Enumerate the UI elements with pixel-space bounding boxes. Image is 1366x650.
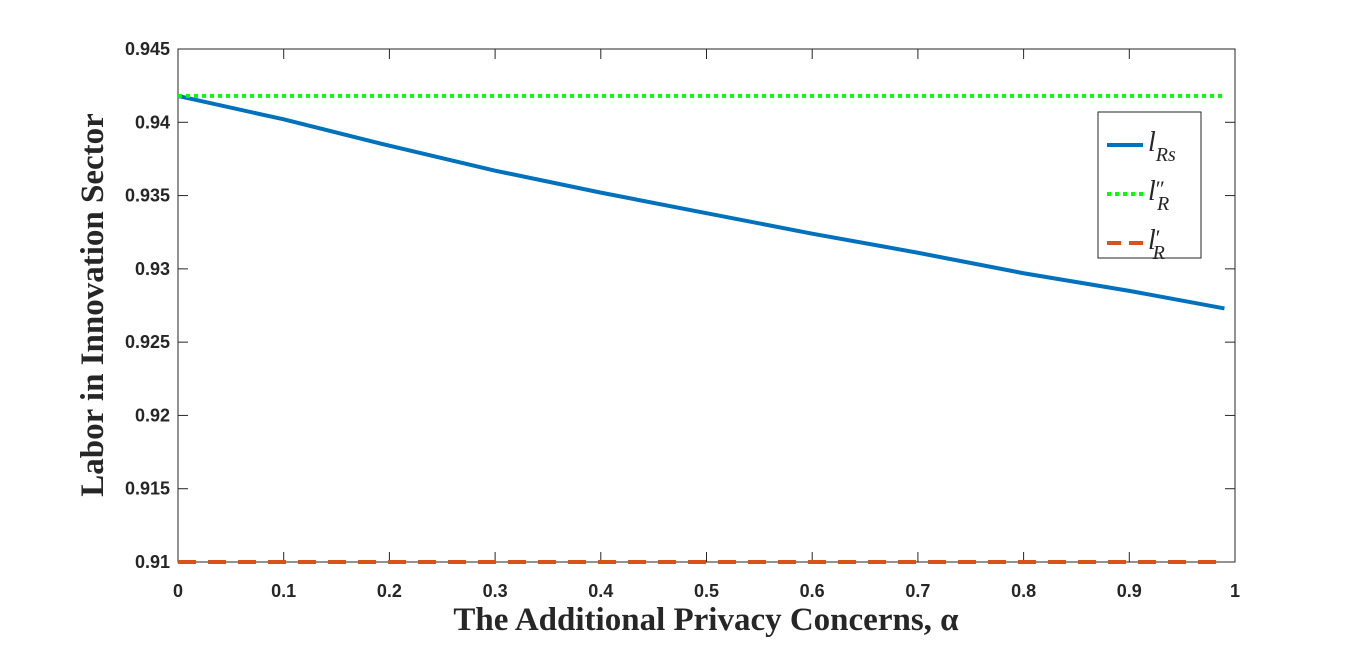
y-tick-label: 0.93	[135, 259, 170, 279]
y-tick-label: 0.94	[135, 112, 170, 132]
y-tick-label: 0.915	[125, 479, 170, 499]
legend-label: l″ R	[1148, 176, 1169, 215]
x-tick-label: 0.6	[800, 581, 825, 601]
legend-subscript: R	[1152, 242, 1165, 264]
x-tick-label: 0.2	[377, 581, 402, 601]
series-line	[177, 93, 1225, 311]
legend-label: l′ R	[1148, 225, 1165, 264]
legend-name: l	[1148, 176, 1156, 207]
x-tick-label: 0.5	[694, 581, 719, 601]
x-tick-label: 0.7	[905, 581, 930, 601]
y-tick-label: 0.925	[125, 332, 170, 352]
x-tick-label: 0.3	[483, 581, 508, 601]
y-tick-label: 0.91	[135, 552, 170, 572]
x-tick-label: 0.1	[271, 581, 296, 601]
legend-prime: ″	[1156, 176, 1165, 201]
y-axis-label: Labor in Innovation Sector	[75, 113, 111, 497]
legend-name: l	[1148, 127, 1156, 158]
plot-area	[177, 48, 1236, 563]
legend-prime: ′	[1156, 225, 1161, 250]
y-tick-label: 0.935	[125, 186, 170, 206]
legend-label: lRs	[1148, 127, 1176, 166]
legend-box	[1097, 111, 1202, 259]
x-axis-label: The Additional Privacy Concerns, α	[453, 602, 959, 638]
x-tick-label: 0.8	[1011, 581, 1036, 601]
legend-subscript: Rs	[1155, 144, 1176, 166]
y-tick-label: 0.92	[135, 405, 170, 425]
y-tick-label: 0.945	[125, 39, 170, 59]
x-tick-label: 0.4	[588, 581, 613, 601]
x-tick-label: 0.9	[1117, 581, 1142, 601]
legend-subscript: R	[1156, 193, 1169, 215]
legend-name: l	[1148, 225, 1156, 256]
x-tick-label: 0	[173, 581, 183, 601]
x-tick-label: 1	[1230, 581, 1240, 601]
